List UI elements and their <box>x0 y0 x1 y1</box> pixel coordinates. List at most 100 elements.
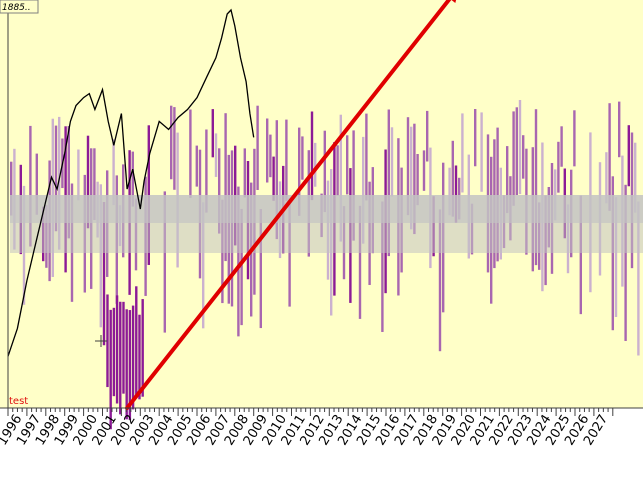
cycle-bar <box>362 136 365 244</box>
cycle-bar <box>266 118 269 183</box>
cycle-bar <box>438 209 442 352</box>
cycle-bar <box>211 109 214 158</box>
cycle-bar <box>406 117 410 216</box>
cycle-bar <box>358 205 362 319</box>
annotation-label: test <box>9 396 28 407</box>
cycle-bar <box>346 135 349 195</box>
cycle-bar <box>285 119 288 201</box>
diagonal-arrow <box>125 0 457 410</box>
cycle-bar <box>336 145 339 196</box>
cycle-bar <box>112 307 116 397</box>
cycle-bar <box>10 161 13 216</box>
cycle-bar <box>93 148 96 220</box>
cycle-bar <box>618 101 621 158</box>
cycle-bar <box>86 135 90 229</box>
cycle-bar <box>237 186 240 337</box>
cycle-bar <box>131 305 135 410</box>
cycle-bar <box>608 103 611 211</box>
cycle-bar <box>205 129 208 213</box>
cycle-bar <box>448 167 451 216</box>
cycle-bar <box>275 120 278 240</box>
cycle-bar <box>272 156 275 201</box>
cycle-bar <box>627 125 630 187</box>
crosshair-cursor <box>95 335 107 347</box>
cycle-bar <box>106 294 109 388</box>
corner-label-box <box>0 0 39 14</box>
cycle-bar <box>128 310 132 420</box>
cycle-bar <box>624 184 627 341</box>
cycle-bar <box>102 202 106 346</box>
cycle-bar <box>634 142 637 213</box>
corner-label: 1885.. <box>2 3 31 13</box>
cycle-bar <box>243 148 246 198</box>
cycle-bar <box>390 127 394 197</box>
cycle-bar <box>269 134 272 178</box>
cycle-bar <box>422 150 426 191</box>
x-ticks <box>7 408 614 416</box>
cycle-bar <box>323 130 326 213</box>
cycle-bar <box>115 295 119 404</box>
gray-band <box>10 195 643 253</box>
arrow-head <box>451 0 457 4</box>
cycle-bar <box>554 169 557 221</box>
cycle-bar <box>218 148 221 234</box>
cycle-bar <box>202 202 205 329</box>
cycle-bar <box>518 100 522 195</box>
price-line-path <box>7 8 255 357</box>
arrow-shaft <box>125 0 452 410</box>
cycle-bar <box>611 176 614 331</box>
cycle-bar <box>387 109 390 257</box>
cycle-bar <box>256 105 259 190</box>
cycle-bar <box>381 201 384 332</box>
cycle-bar <box>58 116 61 250</box>
cycle-bar <box>512 111 515 206</box>
cycle-bar <box>339 114 342 242</box>
cycle-bar <box>67 126 70 239</box>
cycle-bar <box>365 113 368 201</box>
cycle-bar <box>480 112 483 192</box>
cycle-bar <box>506 146 509 214</box>
cycle-bar <box>195 145 198 187</box>
gray-band-lower <box>10 223 643 253</box>
cycle-bar <box>170 105 173 180</box>
cycle-bar <box>112 139 115 206</box>
cycle-bar <box>534 109 538 266</box>
cycle-bar <box>29 125 32 247</box>
cycle-bar <box>605 152 608 204</box>
cycle-bar <box>224 113 227 262</box>
gray-band-upper <box>10 195 643 223</box>
cycle-bar <box>173 107 176 190</box>
cycle-bar <box>163 191 166 333</box>
cycle-bar <box>614 197 618 317</box>
cycle-bar <box>426 110 429 162</box>
cycle-bar <box>119 301 122 415</box>
cycle-bar <box>314 142 317 187</box>
cycle-bar <box>416 154 419 206</box>
cycle-bar <box>522 135 525 179</box>
cycle-bar <box>310 111 314 201</box>
cycle-bar <box>557 141 560 193</box>
cycle-bar <box>474 109 477 167</box>
cycle-bar <box>496 127 499 262</box>
cycle-bar <box>451 140 454 217</box>
price-line <box>7 8 255 357</box>
cycle-bar <box>637 201 640 356</box>
cycle-bar <box>35 153 38 215</box>
cycle-bar <box>240 208 243 326</box>
cycle-bar <box>579 195 582 315</box>
cycle-bar <box>410 126 413 230</box>
cycle-bar <box>352 130 355 241</box>
cycle-bar <box>99 184 102 328</box>
cycle-bar <box>515 107 518 196</box>
cycle-bar <box>138 314 141 400</box>
cycle-bar <box>560 126 563 167</box>
bottom-axis-background <box>0 408 643 480</box>
cycle-bar <box>54 125 58 232</box>
cycle-bar <box>301 136 304 180</box>
cycle-bar <box>214 133 218 177</box>
cycle-bar <box>461 113 464 193</box>
cycle-bar <box>109 309 112 430</box>
cycle-bar <box>189 109 192 198</box>
cycle-bar <box>122 301 125 394</box>
cycle-bar <box>573 110 576 167</box>
